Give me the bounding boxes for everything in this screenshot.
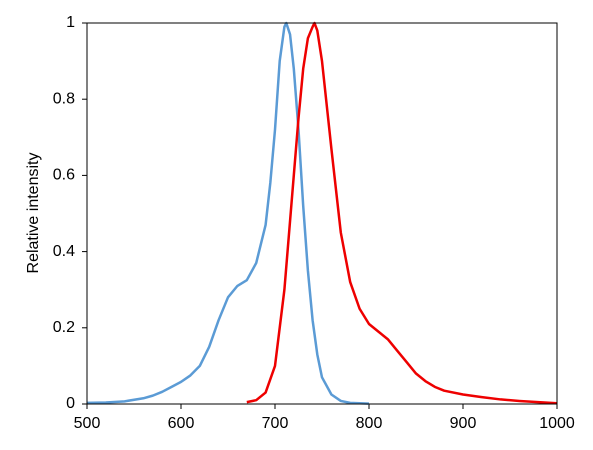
- y-tick-label: 0.8: [53, 90, 75, 107]
- x-tick-label: 500: [74, 415, 101, 432]
- y-tick-label: 0.4: [53, 243, 75, 260]
- y-axis-label: Relative intensity: [25, 153, 42, 274]
- x-tick-label: 700: [262, 415, 289, 432]
- line-series: [86, 21, 370, 405]
- line-series: [246, 21, 558, 405]
- y-tick-label: 0.2: [53, 319, 75, 336]
- y-tick-label: 0: [66, 395, 75, 412]
- x-tick-label: 600: [168, 415, 195, 432]
- x-tick-label: 800: [356, 415, 383, 432]
- plot-frame: [86, 22, 558, 405]
- x-tick-label: 900: [450, 415, 477, 432]
- y-tick-label: 1: [66, 14, 75, 31]
- y-tick-label: 0.6: [53, 167, 75, 184]
- x-tick-label: 1000: [539, 415, 575, 432]
